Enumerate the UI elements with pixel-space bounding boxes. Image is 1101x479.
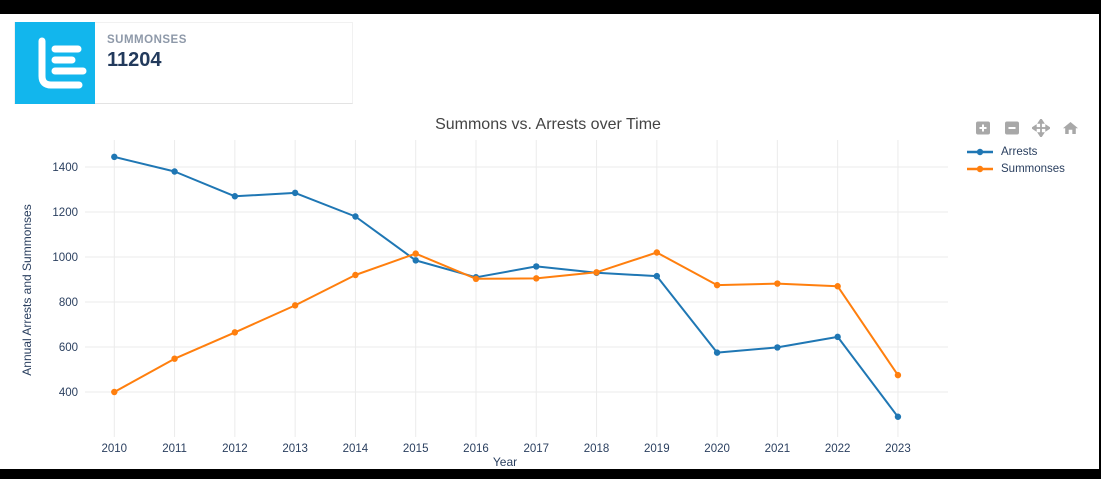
data-point-arrests[interactable] xyxy=(533,263,540,270)
minus-square-icon xyxy=(1005,121,1019,135)
y-tick-label: 600 xyxy=(59,342,78,354)
data-point-summonses[interactable] xyxy=(593,269,600,276)
data-point-arrests[interactable] xyxy=(352,213,359,220)
data-point-summonses[interactable] xyxy=(111,388,118,396)
data-point-arrests[interactable] xyxy=(231,193,239,200)
legend-label: Arrests xyxy=(1001,145,1038,158)
data-point-arrests[interactable] xyxy=(412,257,419,264)
y-axis-title: Annual Arrests and Summonses xyxy=(20,204,34,375)
data-point-arrests[interactable] xyxy=(774,344,781,351)
data-point-arrests[interactable] xyxy=(291,189,299,197)
right-black-border xyxy=(1099,0,1101,479)
home-icon xyxy=(1062,122,1078,134)
x-tick-label: 2014 xyxy=(343,443,369,455)
data-point-summonses[interactable] xyxy=(894,371,902,379)
x-tick-label: 2012 xyxy=(222,443,248,455)
legend-swatch xyxy=(967,165,993,172)
data-point-summonses[interactable] xyxy=(533,275,540,282)
data-point-arrests[interactable] xyxy=(171,168,178,175)
data-point-summonses[interactable] xyxy=(231,329,239,336)
legend-item-summonses[interactable]: Summonses xyxy=(966,160,1065,177)
x-tick-label: 2011 xyxy=(162,443,187,455)
data-point-summonses[interactable] xyxy=(171,355,178,362)
x-tick-label: 2018 xyxy=(584,443,610,455)
x-tick-label: 2019 xyxy=(644,443,670,455)
chart-title: Summons vs. Arrests over Time xyxy=(435,116,661,133)
series-line-summonses[interactable] xyxy=(113,251,899,393)
data-point-summonses[interactable] xyxy=(653,249,661,256)
x-tick-label: 2017 xyxy=(523,443,549,455)
y-tick-label: 400 xyxy=(59,387,78,399)
series-line-arrests[interactable] xyxy=(114,155,899,418)
home-button[interactable] xyxy=(1059,118,1081,138)
data-point-arrests[interactable] xyxy=(834,333,841,341)
bottom-black-band xyxy=(0,469,1101,479)
legend-item-arrests[interactable]: Arrests xyxy=(966,143,1065,160)
move-arrows-icon xyxy=(1032,119,1050,137)
y-tick-label: 1400 xyxy=(52,162,78,174)
data-point-summonses[interactable] xyxy=(352,271,359,279)
x-tick-label: 2016 xyxy=(463,443,489,455)
horizontal-bar-chart-icon xyxy=(15,22,95,104)
top-black-band xyxy=(0,0,1101,14)
data-point-summonses[interactable] xyxy=(412,250,419,257)
chart-legend: Arrests Summonses xyxy=(966,143,1065,177)
legend-swatch xyxy=(967,148,993,155)
x-tick-label: 2015 xyxy=(403,443,429,455)
x-tick-label: 2023 xyxy=(885,443,911,455)
data-point-arrests[interactable] xyxy=(894,413,902,420)
plus-square-icon xyxy=(976,121,990,135)
data-point-summonses[interactable] xyxy=(472,275,480,283)
data-point-arrests[interactable] xyxy=(713,349,721,356)
stat-card-label: SUMMONSES xyxy=(107,34,187,46)
stat-card-value: 11204 xyxy=(107,49,162,71)
summonses-stat-card: SUMMONSES 11204 xyxy=(14,22,353,104)
pan-button[interactable] xyxy=(1030,118,1052,138)
zoom-in-button[interactable] xyxy=(972,118,994,138)
data-point-arrests[interactable] xyxy=(111,153,118,161)
data-point-summonses[interactable] xyxy=(713,281,721,289)
x-tick-label: 2021 xyxy=(765,443,791,455)
data-point-summonses[interactable] xyxy=(834,283,841,290)
legend-label: Summonses xyxy=(1001,162,1065,175)
data-point-summonses[interactable] xyxy=(291,302,299,309)
x-tick-label: 2020 xyxy=(704,443,730,455)
x-tick-label: 2010 xyxy=(102,443,128,455)
zoom-out-button[interactable] xyxy=(1001,118,1023,138)
data-point-summonses[interactable] xyxy=(774,280,781,287)
chart-modebar xyxy=(972,118,1081,138)
y-tick-label: 800 xyxy=(59,297,78,309)
x-tick-label: 2022 xyxy=(825,443,851,455)
data-point-arrests[interactable] xyxy=(653,272,661,280)
y-tick-label: 1000 xyxy=(52,252,78,264)
stat-card-body: SUMMONSES 11204 xyxy=(95,23,187,103)
y-tick-label: 1200 xyxy=(52,207,78,219)
x-tick-label: 2013 xyxy=(282,443,308,455)
x-axis-title: Year xyxy=(493,455,517,469)
